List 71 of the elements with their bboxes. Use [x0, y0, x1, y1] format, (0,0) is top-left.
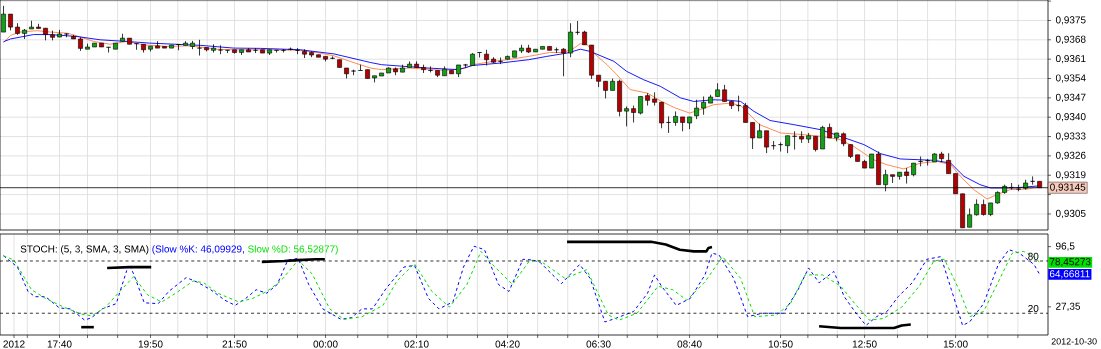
- x-tick-label: 02:10: [404, 340, 429, 348]
- candlestick: [253, 47, 258, 54]
- text: 2012-10-30: [1051, 338, 1097, 345]
- ref-line-label: 80: [1028, 252, 1039, 260]
- candlestick: [946, 152, 951, 175]
- x-tick-label: 2012: [3, 340, 25, 348]
- candlestick: [554, 47, 559, 54]
- y-tick-label: 0,9340: [1055, 113, 1086, 122]
- candlestick: [197, 39, 202, 56]
- candlestick: [428, 65, 433, 73]
- x-tick-label: 04:20: [495, 340, 520, 348]
- series-label: Slow %D: 56,52877): [248, 245, 338, 255]
- y-tick-label: 96,5: [1055, 242, 1075, 251]
- candlestick: [701, 96, 706, 116]
- x-tick-label: 10:50: [768, 340, 793, 348]
- candlestick: [295, 47, 300, 55]
- y-tick-label: 0,9305: [1055, 209, 1086, 219]
- candlestick: [477, 52, 482, 58]
- y-tick-label: 0,9347: [1055, 93, 1086, 102]
- candlestick: [925, 158, 930, 166]
- candlestick: [659, 101, 664, 129]
- candlestick: [743, 102, 748, 123]
- annotation: 64,66811: [1049, 270, 1090, 279]
- candlestick: [904, 167, 909, 184]
- text: STOCH: (5, 3, SMA, 3, SMA): [20, 245, 149, 255]
- candlestick: [561, 47, 566, 77]
- annotation: 78,45273: [1049, 258, 1091, 267]
- line-series: [565, 240, 714, 253]
- candlestick: [498, 57, 503, 65]
- x-tick-label: 00:00: [313, 340, 338, 348]
- y-tick-label: 0,9361: [1055, 55, 1086, 64]
- candlestick: [764, 130, 769, 154]
- x-tick-label: 06:30: [586, 340, 611, 348]
- candlestick: [176, 44, 181, 51]
- candlestick: [736, 95, 741, 112]
- candlestick: [694, 99, 699, 120]
- y-tick-label: 27,35: [1056, 302, 1081, 311]
- x-tick-label: 21:50: [222, 340, 247, 348]
- candlestick: [750, 122, 755, 150]
- candlestick: [568, 22, 573, 58]
- y-tick-label: 0,9326: [1055, 151, 1086, 161]
- candlestick: [330, 55, 335, 60]
- y-tick-label: 0,9354: [1055, 74, 1086, 83]
- y-tick-label: 0,9375: [1055, 16, 1086, 25]
- candlestick: [778, 141, 783, 152]
- candlestick: [225, 49, 230, 54]
- candlestick: [274, 49, 279, 53]
- candlestick: [918, 156, 923, 167]
- candlestick: [575, 20, 580, 36]
- x-tick-label: 15:00: [943, 340, 968, 348]
- ref-line-label: 20: [1028, 304, 1039, 313]
- x-tick-label: 17:40: [47, 340, 72, 348]
- y-tick-label: 0,9368: [1055, 35, 1086, 44]
- candlestick: [771, 140, 776, 150]
- candlestick: [666, 115, 671, 134]
- candlestick: [967, 208, 972, 228]
- candlestick: [624, 106, 629, 127]
- ref-line-label: 0,93145: [1050, 183, 1086, 192]
- candlestick: [281, 48, 286, 53]
- x-tick-label: 08:40: [677, 340, 702, 348]
- candlestick: [358, 64, 363, 71]
- candlestick: [792, 130, 797, 150]
- candlestick: [218, 44, 223, 55]
- candlestick: [134, 43, 139, 51]
- x-tick-label: 12:50: [852, 340, 877, 348]
- y-tick-label: 0,9319: [1055, 171, 1086, 180]
- y-tick-label: 0,9333: [1055, 132, 1086, 141]
- text: (Slow %K: 46,09929,: [152, 245, 244, 255]
- candlestick: [820, 125, 825, 150]
- candlestick: [106, 46, 111, 53]
- x-tick-label: 19:50: [138, 340, 163, 348]
